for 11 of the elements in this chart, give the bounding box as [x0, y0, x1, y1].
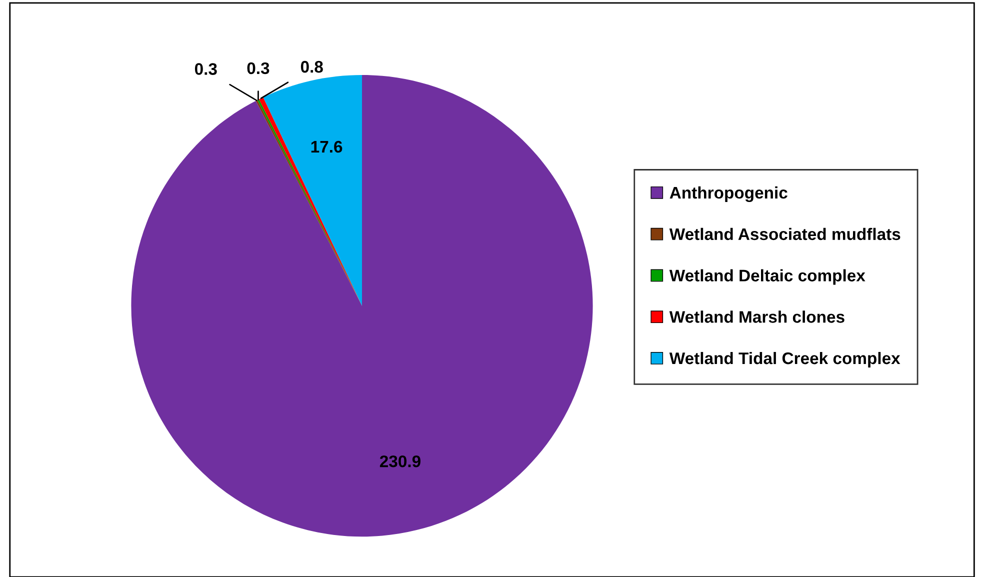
pie-slice: [131, 75, 593, 537]
data-label: 0.3: [247, 62, 270, 74]
data-label: 0.8: [300, 60, 323, 73]
data-label: 17.6: [311, 140, 342, 153]
legend-label: Wetland Associated mudflats: [669, 228, 900, 240]
data-label: 230.9: [380, 455, 420, 468]
legend-label: Anthropogenic: [670, 186, 788, 202]
legend-label: Wetland Tidal Creek complex: [669, 352, 900, 368]
legend-label: Wetland Deltaic complex: [669, 269, 866, 285]
legend-label: Wetland Marsh clones: [669, 310, 844, 323]
data-label: 0.3: [194, 63, 217, 75]
